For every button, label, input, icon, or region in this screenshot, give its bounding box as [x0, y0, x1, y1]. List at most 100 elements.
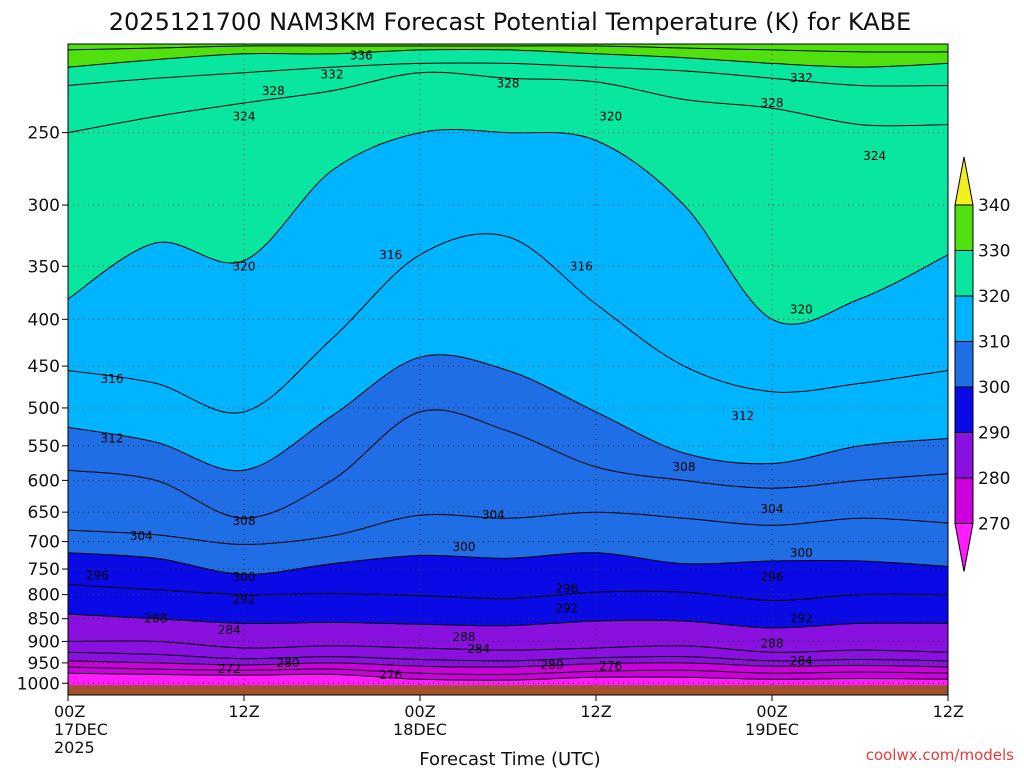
isentrope-308	[68, 409, 948, 519]
pressure-axis: 2503003504004505005506006507007508008509…	[17, 124, 68, 694]
legend-swatch-5	[954, 432, 974, 479]
legend-swatch-3	[954, 341, 974, 388]
contour-label-288: 288	[761, 637, 784, 651]
contour-label-332: 332	[790, 71, 813, 85]
xtick-label-48-2: 19DEC	[745, 720, 799, 739]
contour-label-296: 296	[761, 570, 784, 584]
contour-label-304: 304	[130, 529, 153, 543]
contour-label-316: 316	[570, 259, 593, 273]
contour-label-272: 272	[218, 662, 241, 676]
contour-label-288: 288	[453, 630, 476, 644]
ytick-label-500: 500	[28, 399, 60, 419]
site-credit[interactable]: coolwx.com/models	[866, 746, 1014, 764]
ground-below-surface	[68, 685, 948, 695]
contour-label-288: 288	[145, 612, 168, 626]
ytick-label-250: 250	[28, 124, 60, 144]
ytick-label-750: 750	[28, 560, 60, 580]
legend-label-310: 310	[978, 333, 1010, 353]
legend-label-280: 280	[978, 469, 1010, 489]
contour-label-328: 328	[262, 84, 285, 98]
contour-label-280: 280	[277, 656, 300, 670]
isentrope-300	[68, 552, 948, 575]
isentrope-316	[68, 233, 948, 414]
band-fill-336	[68, 44, 948, 53]
color-legend: 340 330 320 310 300 290 280 270	[954, 156, 1010, 572]
xtick-label-0-2: 17DEC	[54, 720, 108, 739]
ytick-label-850: 850	[28, 610, 60, 630]
legend-swatch-1	[954, 250, 974, 297]
ytick-label-700: 700	[28, 533, 60, 553]
isentrope-284	[68, 651, 948, 662]
legend-label-290: 290	[978, 424, 1010, 444]
contour-label-292: 292	[790, 612, 813, 626]
legend-swatch-2	[954, 295, 974, 342]
contour-label-292: 292	[233, 593, 256, 607]
contour-label-308: 308	[673, 460, 696, 474]
ytick-label-800: 800	[28, 586, 60, 606]
xtick-label-12-1: 12Z	[228, 702, 259, 721]
contour-label-284: 284	[467, 642, 490, 656]
legend-label-340: 340	[978, 196, 1010, 216]
xtick-label-0-1: 00Z	[54, 702, 85, 721]
xtick-label-36-1: 12Z	[580, 702, 611, 721]
isentrope-296	[68, 584, 948, 602]
contour-label-324: 324	[233, 109, 256, 123]
legend-swatch-0	[954, 204, 974, 251]
legend-label-330: 330	[978, 242, 1010, 262]
theta-color-fill	[68, 44, 948, 695]
ytick-label-300: 300	[28, 196, 60, 216]
isentrope-328	[68, 62, 948, 87]
contour-label-276: 276	[379, 668, 402, 682]
plot-area: 336 332 328 324 328 320 332 328 324 320 316 316 320 3…	[68, 44, 948, 695]
contour-label-304: 304	[761, 502, 784, 516]
contour-label-320: 320	[599, 109, 622, 123]
legend-swatch-6	[954, 477, 974, 524]
ytick-label-950: 950	[28, 654, 60, 674]
isentrope-272	[68, 672, 948, 681]
contour-label-308: 308	[233, 514, 256, 528]
grid-lines	[68, 44, 948, 695]
ytick-label-650: 650	[28, 503, 60, 523]
contour-label-300: 300	[790, 546, 813, 560]
contour-label-296: 296	[555, 582, 578, 596]
ytick-label-400: 400	[28, 310, 60, 330]
contour-label-280: 280	[541, 658, 564, 672]
xtick-label-24-1: 00Z	[404, 702, 435, 721]
ytick-label-550: 550	[28, 437, 60, 457]
contour-label-300: 300	[453, 540, 476, 554]
isentrope-324	[68, 71, 948, 134]
chart-title: 2025121700 NAM3KM Forecast Potential Tem…	[109, 8, 911, 36]
contour-label-312: 312	[101, 432, 124, 446]
isentrope-280	[68, 660, 948, 668]
legend-swatch-4	[954, 386, 974, 433]
isentrope-332	[68, 48, 948, 68]
contour-label-328: 328	[497, 77, 520, 91]
xtick-label-24-2: 18DEC	[393, 720, 447, 739]
legend-label-300: 300	[978, 378, 1010, 398]
contour-label-296: 296	[86, 568, 109, 582]
legend-arrow-bottom	[954, 523, 974, 572]
isentrope-276	[68, 666, 948, 676]
plot-frame	[67, 43, 949, 696]
contour-label-316: 316	[101, 372, 124, 386]
isentrope-336	[68, 45, 948, 53]
xtick-label-60-1: 12Z	[933, 702, 964, 721]
xtick-label-48-1: 00Z	[756, 702, 787, 721]
isentrope-312	[68, 354, 948, 472]
contour-labels: 336 332 328 324 328 320 332 328 324 320 316 316 320 3…	[86, 49, 886, 682]
contour-label-328: 328	[761, 96, 784, 110]
contour-label-292: 292	[555, 601, 578, 615]
contour-label-324: 324	[863, 149, 886, 163]
contour-label-332: 332	[321, 68, 344, 82]
legend-label-320: 320	[978, 287, 1010, 307]
ytick-label-900: 900	[28, 632, 60, 652]
ytick-label-1000: 1000	[17, 674, 60, 694]
contour-label-276: 276	[599, 659, 622, 673]
isentrope-304	[68, 511, 948, 545]
xtick-label-0-3: 2025	[54, 738, 95, 757]
contour-label-320: 320	[233, 259, 256, 273]
contour-label-300: 300	[233, 570, 256, 584]
band-fill-320	[68, 44, 948, 325]
